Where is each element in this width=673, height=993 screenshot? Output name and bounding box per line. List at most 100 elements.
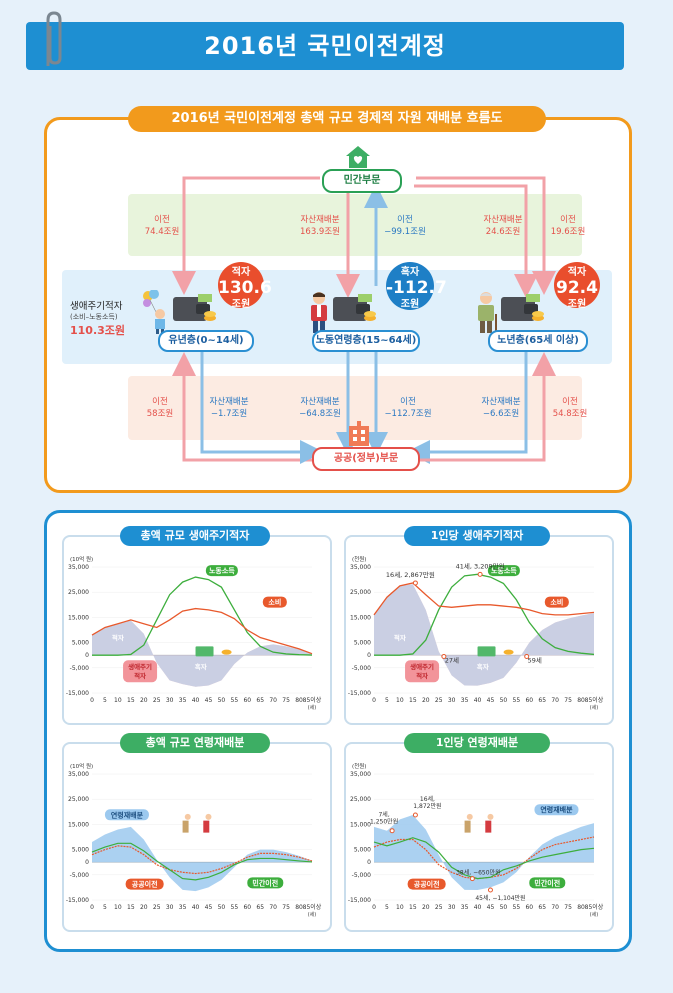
- y-tick-label: 0: [367, 859, 371, 866]
- y-tick-label: -5,000: [70, 665, 90, 672]
- x-tick-label: 65: [256, 904, 264, 911]
- x-tick-label: 10: [396, 697, 404, 704]
- chart-title-2: 1인당 생애주기적자: [404, 526, 550, 546]
- x-tick-label: 80: [577, 697, 585, 704]
- header-banner: 2016년 국민이전계정: [26, 22, 624, 70]
- legend-label: 연령재배분: [111, 810, 144, 819]
- y-tick-label: 5,000: [72, 847, 89, 854]
- x-tick-label: 75: [282, 697, 290, 704]
- x-tick-label: 35: [179, 697, 187, 704]
- x-tick-label: 70: [269, 904, 277, 911]
- legend-pill: [125, 878, 164, 890]
- y-tick-label: -15,000: [66, 897, 89, 904]
- annotation-marker: [389, 828, 395, 834]
- annotation-marker: [487, 887, 493, 893]
- y-tick-label: 35,000: [68, 564, 89, 571]
- coin-icon: [503, 649, 514, 655]
- x-axis-unit: (세): [590, 704, 599, 711]
- surplus-label: 흑자: [195, 662, 207, 671]
- x-tick-label: 5: [385, 904, 389, 911]
- x-tick-label: 60: [525, 697, 533, 704]
- paperclip-icon: [46, 11, 62, 66]
- annotation-label: 27세: [445, 655, 459, 664]
- chart-title-1: 총액 규모 생애주기적자: [120, 526, 270, 546]
- x-tick-label: 25: [435, 904, 443, 911]
- x-tick-label: 60: [243, 904, 251, 911]
- y-tick-label: 35,000: [68, 771, 89, 778]
- x-tick-label: 50: [218, 697, 226, 704]
- worker-icon: [311, 292, 327, 333]
- x-tick-label: 10: [396, 904, 404, 911]
- deficit-label: 적자: [112, 633, 124, 642]
- x-tick-label: 20: [422, 697, 430, 704]
- chart-title-4: 1인당 연령재배분: [404, 733, 550, 753]
- x-tick-label: 25: [153, 697, 161, 704]
- legend-pill: [262, 596, 287, 608]
- x-tick-label: 45: [487, 904, 495, 911]
- legend-label: 공공이전: [414, 880, 440, 889]
- legend-pill: [534, 804, 579, 816]
- y-tick-label: 15,000: [350, 614, 371, 621]
- y-tick-label: 35,000: [350, 771, 371, 778]
- x-tick-label: 10: [114, 697, 122, 704]
- young-deficit-bubble: 적자 130.6 조원: [218, 262, 272, 310]
- y-tick-label: 0: [367, 652, 371, 659]
- family-icon: [182, 820, 189, 833]
- y-tick-label: -15,000: [348, 690, 371, 697]
- series-line-민간이전: [91, 842, 313, 881]
- top-label-1: 이전 74.4조원: [144, 215, 180, 237]
- x-tick-label: 85이상: [585, 903, 604, 911]
- x-tick-label: 30: [448, 697, 456, 704]
- annotation-marker: [412, 580, 418, 586]
- legend-pill: [544, 596, 569, 608]
- y-tick-label: 0: [85, 859, 89, 866]
- lcd-label: 적자: [416, 671, 428, 680]
- annotation-label: 59세: [528, 655, 542, 664]
- x-tick-label: 0: [372, 904, 376, 911]
- x-tick-label: 0: [90, 697, 94, 704]
- legend-pill: [529, 877, 566, 889]
- surplus-label: 흑자: [477, 662, 489, 671]
- top-label-2: 자산재배분 163.9조원: [300, 215, 340, 237]
- x-tick-label: 20: [140, 904, 148, 911]
- lcd-label: 생애주기: [410, 662, 434, 671]
- x-tick-label: 60: [525, 904, 533, 911]
- y-tick-label: 25,000: [68, 589, 89, 596]
- reallocation-area: [374, 815, 594, 891]
- y-tick-label: -5,000: [70, 872, 90, 879]
- public-sector-node: 공공(정부)부문: [312, 447, 420, 471]
- family-icon: [485, 820, 492, 833]
- legend-label: 민간이전: [534, 878, 560, 887]
- y-tick-label: 35,000: [350, 564, 371, 571]
- y-tick-label: 25,000: [350, 796, 371, 803]
- legend-label: 연령재배분: [540, 805, 573, 814]
- wallet-icon: [173, 294, 216, 321]
- x-tick-label: 85이상: [303, 696, 322, 704]
- legend-pill: [104, 809, 149, 821]
- private-band: [128, 194, 582, 256]
- working-group-node: 노동연령층(15~64세): [312, 330, 420, 352]
- x-tick-label: 20: [140, 697, 148, 704]
- wallet-icon: [333, 294, 376, 321]
- x-tick-label: 40: [192, 904, 200, 911]
- x-tick-label: 55: [513, 697, 521, 704]
- y-tick-label: 5,000: [354, 847, 371, 854]
- x-tick-label: 70: [551, 697, 559, 704]
- legend-label: 노동소득: [491, 566, 517, 575]
- x-tick-label: 60: [243, 697, 251, 704]
- legend-label: 소비: [268, 598, 281, 607]
- x-axis-unit: (세): [590, 911, 599, 918]
- x-tick-label: 80: [295, 697, 303, 704]
- annotation-label: 7세,: [378, 811, 389, 819]
- annotation-label: 16세,: [420, 795, 435, 803]
- y-tick-label: 5,000: [354, 640, 371, 647]
- x-tick-label: 35: [461, 904, 469, 911]
- x-tick-label: 70: [551, 904, 559, 911]
- page-title: 2016년 국민이전계정: [204, 32, 446, 60]
- y-tick-label: 15,000: [68, 614, 89, 621]
- annotation-marker: [412, 812, 418, 818]
- chart-title-3: 총액 규모 연령재배분: [120, 733, 270, 753]
- x-tick-label: 40: [474, 904, 482, 911]
- series-line-소비: [91, 607, 313, 655]
